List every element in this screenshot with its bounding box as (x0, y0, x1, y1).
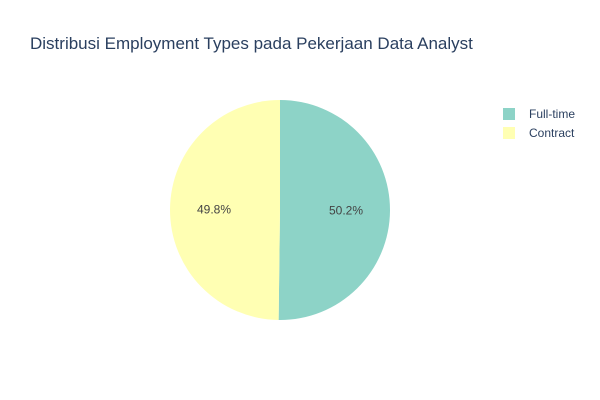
legend-label: Contract (529, 126, 575, 140)
legend-label: Full-time (529, 107, 575, 121)
slice-percent-label: 50.2% (329, 203, 363, 217)
legend-item-contract[interactable]: Contract (503, 126, 575, 140)
legend: Full-time Contract (503, 107, 575, 140)
legend-swatch (503, 127, 515, 139)
legend-swatch (503, 108, 515, 120)
pie-slice-full-time[interactable] (278, 100, 391, 320)
pie-slice-contract[interactable] (170, 100, 280, 320)
chart-title: Distribusi Employment Types pada Pekerja… (30, 34, 473, 53)
legend-item-full-time[interactable]: Full-time (503, 107, 575, 121)
pie-slices (170, 100, 391, 320)
pie-slice-labels: 50.2% 49.8% (197, 203, 363, 218)
slice-percent-label: 49.8% (197, 203, 231, 217)
